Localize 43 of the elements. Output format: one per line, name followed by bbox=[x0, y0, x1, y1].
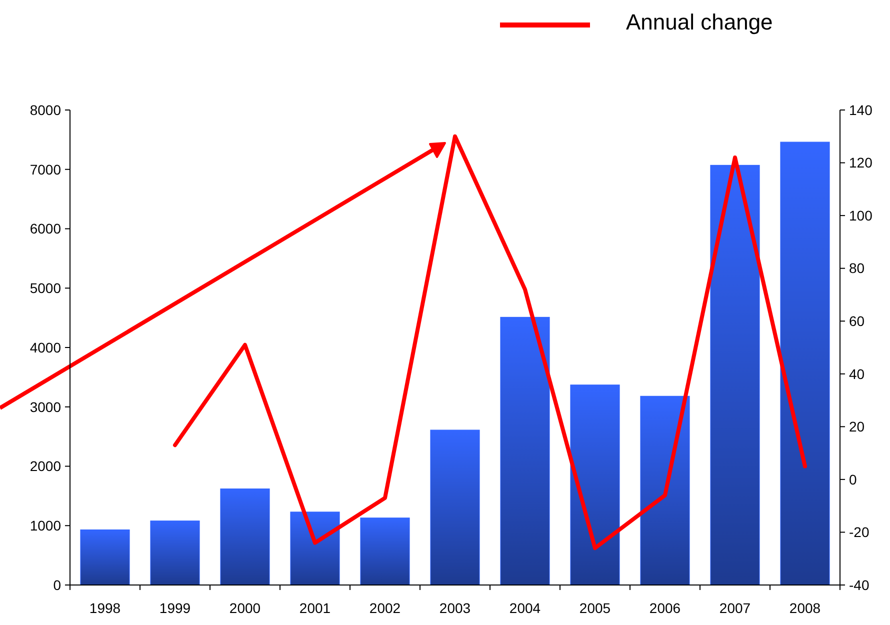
y2-tick-label: -40 bbox=[849, 576, 870, 593]
y2-tick-label: 0 bbox=[849, 471, 857, 488]
x-tick-label: 2001 bbox=[299, 600, 331, 616]
bar bbox=[780, 142, 830, 586]
bar bbox=[220, 488, 270, 586]
bar bbox=[360, 518, 410, 586]
bar bbox=[500, 316, 550, 586]
y-tick-label: 3000 bbox=[30, 398, 62, 415]
y-tick-label: 7000 bbox=[30, 161, 62, 178]
y2-tick-label: 60 bbox=[849, 313, 865, 330]
bar bbox=[640, 396, 690, 586]
line-series bbox=[173, 134, 807, 550]
y-tick-label: 6000 bbox=[30, 220, 62, 237]
y2-tick-label: 140 bbox=[849, 102, 873, 118]
x-tick-label: 2000 bbox=[229, 600, 261, 616]
x-tick-label: 2005 bbox=[579, 600, 611, 616]
y2-tick-label: 100 bbox=[849, 207, 873, 224]
bar bbox=[570, 384, 620, 586]
x-tick-label: 2008 bbox=[789, 600, 821, 616]
y-tick-label: 8000 bbox=[30, 102, 62, 118]
legend-label: Annual change bbox=[626, 10, 773, 35]
y2-tick-label: 80 bbox=[849, 260, 865, 276]
y-tick-label: 4000 bbox=[30, 339, 62, 356]
x-tick-label: 1999 bbox=[159, 600, 191, 616]
x-tick-label: 2004 bbox=[509, 600, 541, 616]
bar bbox=[80, 529, 130, 586]
bar bbox=[150, 520, 200, 586]
x-tick-label: 2003 bbox=[439, 600, 471, 616]
bar bbox=[290, 512, 340, 586]
x-tick-label: 1998 bbox=[89, 600, 121, 616]
y-tick-label: 1000 bbox=[30, 518, 62, 534]
bar bbox=[710, 164, 760, 586]
x-tick-label: 2006 bbox=[649, 600, 681, 616]
y2-tick-label: 40 bbox=[849, 366, 865, 382]
x-tick-label: 2007 bbox=[719, 600, 751, 616]
y-tick-label: 2000 bbox=[30, 458, 62, 474]
y2-tick-label: 20 bbox=[849, 418, 865, 435]
y-tick-label: 5000 bbox=[30, 280, 62, 296]
bar bbox=[430, 430, 480, 586]
x-tick-label: 2002 bbox=[369, 600, 401, 616]
y2-tick-label: 120 bbox=[849, 154, 873, 171]
y-tick-label: 0 bbox=[53, 576, 62, 593]
y2-tick-label: -20 bbox=[849, 524, 870, 540]
